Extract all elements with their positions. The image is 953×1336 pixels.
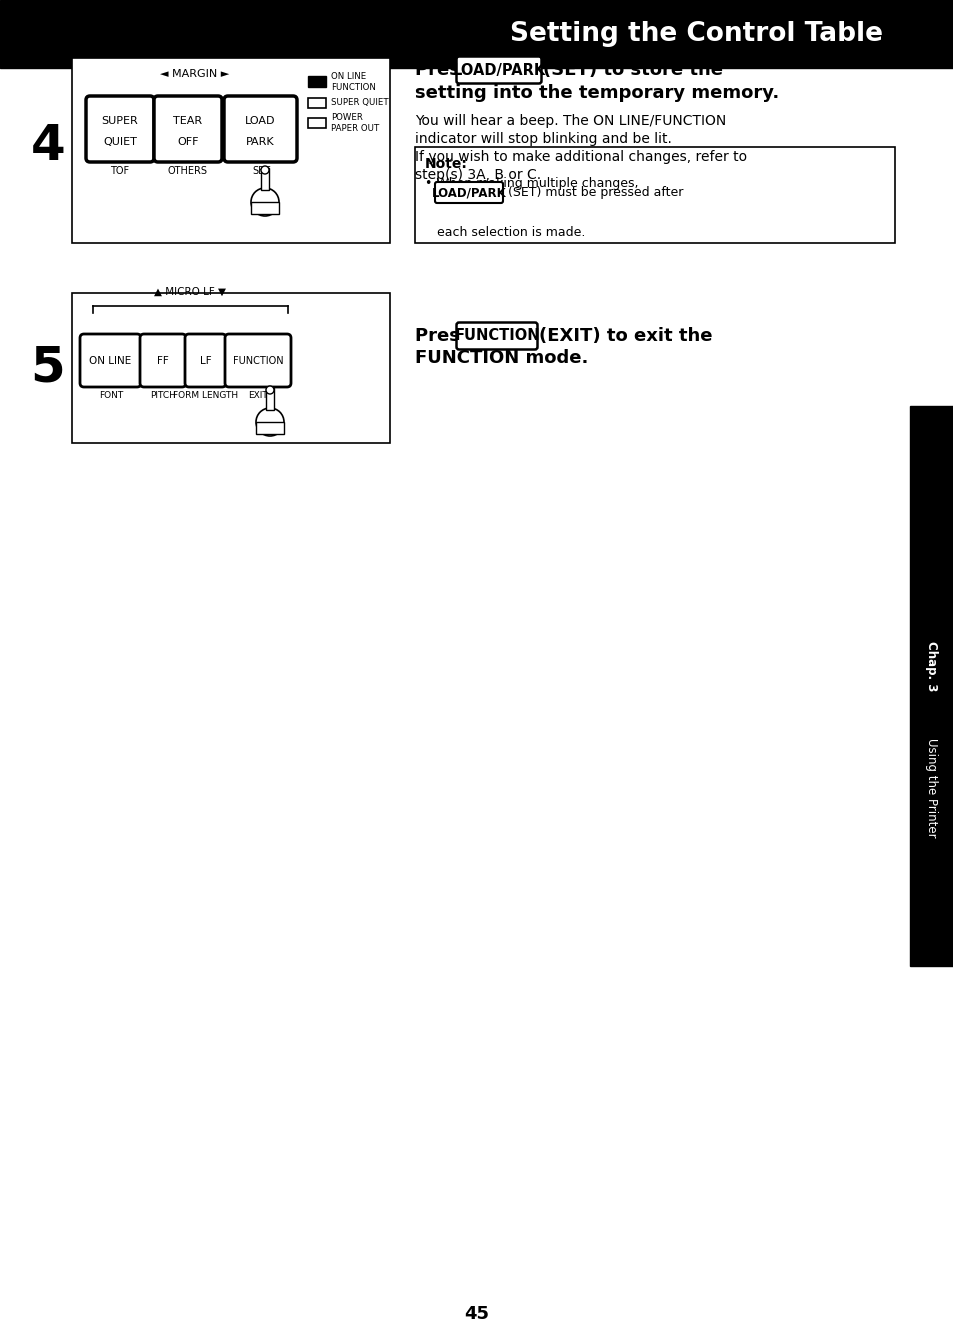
Text: OFF: OFF: [177, 136, 198, 147]
Bar: [0, 0, 953, 68]
Circle shape: [266, 386, 274, 394]
Bar: [71, 57, 390, 243]
Text: PARK: PARK: [246, 136, 274, 147]
Text: You will hear a beep. The ON LINE/FUNCTION: You will hear a beep. The ON LINE/FUNCTI…: [415, 114, 725, 128]
Bar: [251, 202, 278, 214]
Text: step(s) 3A, B or C.: step(s) 3A, B or C.: [415, 168, 540, 182]
FancyBboxPatch shape: [225, 334, 291, 387]
Text: Press: Press: [415, 327, 476, 345]
Text: SET: SET: [252, 166, 270, 176]
Text: Note:: Note:: [424, 158, 467, 171]
Text: (EXIT) to exit the: (EXIT) to exit the: [538, 327, 712, 345]
Text: FORM LENGTH: FORM LENGTH: [173, 391, 238, 401]
Text: LF: LF: [199, 355, 212, 366]
Text: FONT: FONT: [99, 391, 123, 401]
Text: Setting the Control Table: Setting the Control Table: [510, 21, 882, 47]
Text: ▲ MICRO LF ▼: ▲ MICRO LF ▼: [154, 287, 226, 297]
Text: ON LINE: ON LINE: [90, 355, 132, 366]
Bar: [308, 98, 326, 108]
Text: Chap. 3: Chap. 3: [924, 641, 938, 691]
FancyBboxPatch shape: [140, 334, 186, 387]
Text: each selection is made.: each selection is made.: [436, 227, 585, 239]
Text: FUNCTION: FUNCTION: [454, 329, 539, 343]
Text: 4: 4: [30, 122, 66, 170]
Bar: [255, 422, 284, 434]
Text: setting into the temporary memory.: setting into the temporary memory.: [415, 84, 779, 102]
Text: TEAR: TEAR: [173, 116, 202, 126]
Text: (SET) must be pressed after: (SET) must be pressed after: [503, 186, 682, 199]
Bar: [909, 406, 953, 966]
Text: POWER
PAPER OUT: POWER PAPER OUT: [331, 114, 379, 132]
Text: FF: FF: [157, 355, 169, 366]
Circle shape: [261, 166, 269, 174]
Text: QUIET: QUIET: [103, 136, 137, 147]
Text: If you wish to make additional changes, refer to: If you wish to make additional changes, …: [415, 150, 746, 164]
Text: OTHERS: OTHERS: [168, 166, 208, 176]
FancyBboxPatch shape: [456, 322, 537, 350]
FancyBboxPatch shape: [80, 334, 141, 387]
Bar: [308, 118, 326, 128]
Text: FUNCTION: FUNCTION: [233, 355, 283, 366]
Circle shape: [251, 188, 278, 216]
FancyBboxPatch shape: [224, 96, 296, 162]
Text: ON LINE
FUNCTION: ON LINE FUNCTION: [331, 72, 375, 92]
Text: SUPER QUIET: SUPER QUIET: [331, 99, 388, 107]
Text: indicator will stop blinking and be lit.: indicator will stop blinking and be lit.: [415, 132, 671, 146]
FancyBboxPatch shape: [435, 182, 502, 203]
FancyBboxPatch shape: [153, 96, 222, 162]
Text: • When making multiple changes,: • When making multiple changes,: [424, 176, 638, 190]
Text: SUPER: SUPER: [102, 116, 138, 126]
Text: 5: 5: [30, 343, 66, 391]
Text: LOAD: LOAD: [245, 116, 275, 126]
Text: LOAD/PARK: LOAD/PARK: [431, 186, 506, 199]
Bar: [415, 147, 894, 243]
Text: (SET) to store the: (SET) to store the: [542, 61, 722, 79]
FancyBboxPatch shape: [456, 56, 541, 83]
Text: TOF: TOF: [111, 166, 130, 176]
Text: Press: Press: [415, 61, 476, 79]
FancyBboxPatch shape: [86, 96, 153, 162]
Bar: [266, 387, 274, 410]
Bar: [261, 168, 269, 190]
Text: FUNCTION mode.: FUNCTION mode.: [415, 349, 588, 367]
Text: ◄ MARGIN ►: ◄ MARGIN ►: [160, 69, 230, 79]
FancyBboxPatch shape: [185, 334, 226, 387]
Text: PITCH: PITCH: [150, 391, 175, 401]
Text: EXIT: EXIT: [248, 391, 268, 401]
Text: 45: 45: [464, 1305, 489, 1323]
Text: Using the Printer: Using the Printer: [924, 739, 938, 838]
Circle shape: [255, 407, 284, 436]
Bar: [308, 76, 326, 87]
Text: LOAD/PARK: LOAD/PARK: [452, 63, 545, 77]
Bar: [71, 293, 390, 444]
